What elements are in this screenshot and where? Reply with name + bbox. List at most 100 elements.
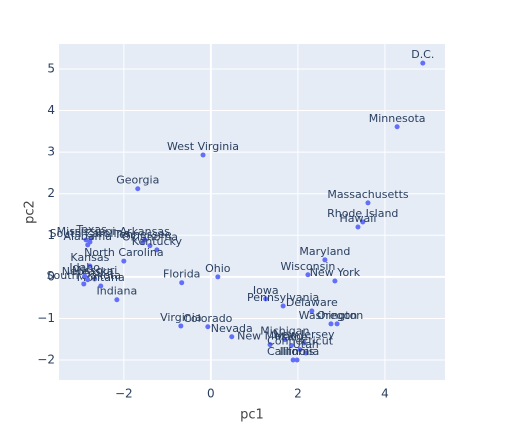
point xyxy=(294,357,300,363)
y-tick-label: 2 xyxy=(47,186,55,200)
point-label: North Carolina xyxy=(84,246,164,259)
point-label: Florida xyxy=(163,268,200,281)
point xyxy=(334,321,340,327)
point-label: Missouri xyxy=(72,264,117,277)
point-label: Nebraska xyxy=(62,265,114,278)
y-tick-label: −2 xyxy=(37,353,55,367)
point xyxy=(288,342,294,348)
point xyxy=(135,186,141,192)
point-label: D.C. xyxy=(411,48,434,61)
point xyxy=(360,219,366,225)
point-label: Massachusetts xyxy=(327,188,409,201)
point xyxy=(140,240,146,246)
point xyxy=(301,340,307,346)
point-label: Texas xyxy=(75,223,107,236)
point-label: Idaho xyxy=(69,261,100,274)
point-label: Maine xyxy=(275,330,308,343)
point xyxy=(82,273,88,279)
y-tick-label: 0 xyxy=(47,269,55,283)
y-axis-title: pc2 xyxy=(23,200,38,224)
point xyxy=(89,235,95,241)
point-label: Virginia xyxy=(160,311,201,324)
point-label: Hawaii xyxy=(340,212,377,225)
plot-area xyxy=(59,44,445,380)
point xyxy=(297,347,303,353)
point xyxy=(154,247,160,253)
point xyxy=(87,263,93,269)
point-label: Oklahoma xyxy=(122,231,178,244)
point xyxy=(267,342,273,348)
point xyxy=(328,321,334,327)
point-label: West Virginia xyxy=(167,140,239,153)
y-tick-label: −1 xyxy=(37,311,55,325)
point-label: California xyxy=(267,345,319,358)
point xyxy=(280,303,286,309)
point-label: Maryland xyxy=(299,245,350,258)
point xyxy=(420,60,426,66)
point-label: New York xyxy=(310,266,361,279)
point xyxy=(121,258,127,264)
point xyxy=(179,280,185,286)
point xyxy=(83,237,89,243)
point-label: Kansas xyxy=(70,251,109,264)
point-label: Delaware xyxy=(286,296,338,309)
y-tick-label: 4 xyxy=(47,103,55,117)
point xyxy=(92,276,98,282)
point-label: Illinois xyxy=(280,345,315,358)
point-label: Arkansas xyxy=(120,225,170,238)
point xyxy=(85,242,91,248)
x-tick-label: 0 xyxy=(207,387,215,401)
point xyxy=(147,243,153,249)
point xyxy=(305,272,311,278)
point xyxy=(263,296,269,302)
point xyxy=(365,200,371,206)
point xyxy=(303,350,309,356)
point-label: Ohio xyxy=(205,262,231,275)
point xyxy=(81,281,87,287)
x-axis-title: pc1 xyxy=(240,408,264,423)
point xyxy=(355,224,361,230)
point-label: Pennsylvania xyxy=(247,291,319,304)
point xyxy=(205,324,211,330)
point-label: Georgia xyxy=(116,174,159,187)
y-tick-label: 1 xyxy=(47,228,55,242)
point xyxy=(282,337,288,343)
point-label: South Carolina xyxy=(50,227,131,240)
point xyxy=(309,308,315,314)
x-tick-label: 4 xyxy=(381,387,389,401)
point xyxy=(394,124,400,130)
point-label: Washington xyxy=(299,309,364,322)
point xyxy=(229,334,235,340)
point-label: Wisconsin xyxy=(280,260,335,273)
point-label: Iowa xyxy=(253,284,279,297)
point xyxy=(290,357,296,363)
point-label: Utah xyxy=(293,338,319,351)
point xyxy=(332,278,338,284)
point xyxy=(322,257,328,263)
point-label: New Jersey xyxy=(273,328,335,341)
point-label: Kentucky xyxy=(132,235,183,248)
point-label: Connecticut xyxy=(267,335,334,348)
point-label: Tennessee xyxy=(113,228,172,241)
point-label: Oregon xyxy=(317,309,357,322)
point-label: Alabama xyxy=(63,230,112,243)
point-label: Indiana xyxy=(97,285,138,298)
y-tick-label: 5 xyxy=(47,61,55,75)
x-tick-label: −2 xyxy=(115,387,133,401)
point xyxy=(85,277,91,283)
point-label: Minnesota xyxy=(369,112,426,125)
point-label: Colorado xyxy=(183,312,232,325)
point-label: Rhode Island xyxy=(327,207,398,220)
point-label: Nevada xyxy=(211,322,253,335)
point-label: Michigan xyxy=(260,325,309,338)
x-tick-label: 2 xyxy=(294,387,302,401)
point xyxy=(114,297,120,303)
point xyxy=(215,274,221,280)
point-label: Mississippi xyxy=(57,225,116,238)
point xyxy=(178,323,184,329)
point xyxy=(200,152,206,158)
point xyxy=(98,283,104,289)
y-tick-label: 3 xyxy=(47,145,55,159)
